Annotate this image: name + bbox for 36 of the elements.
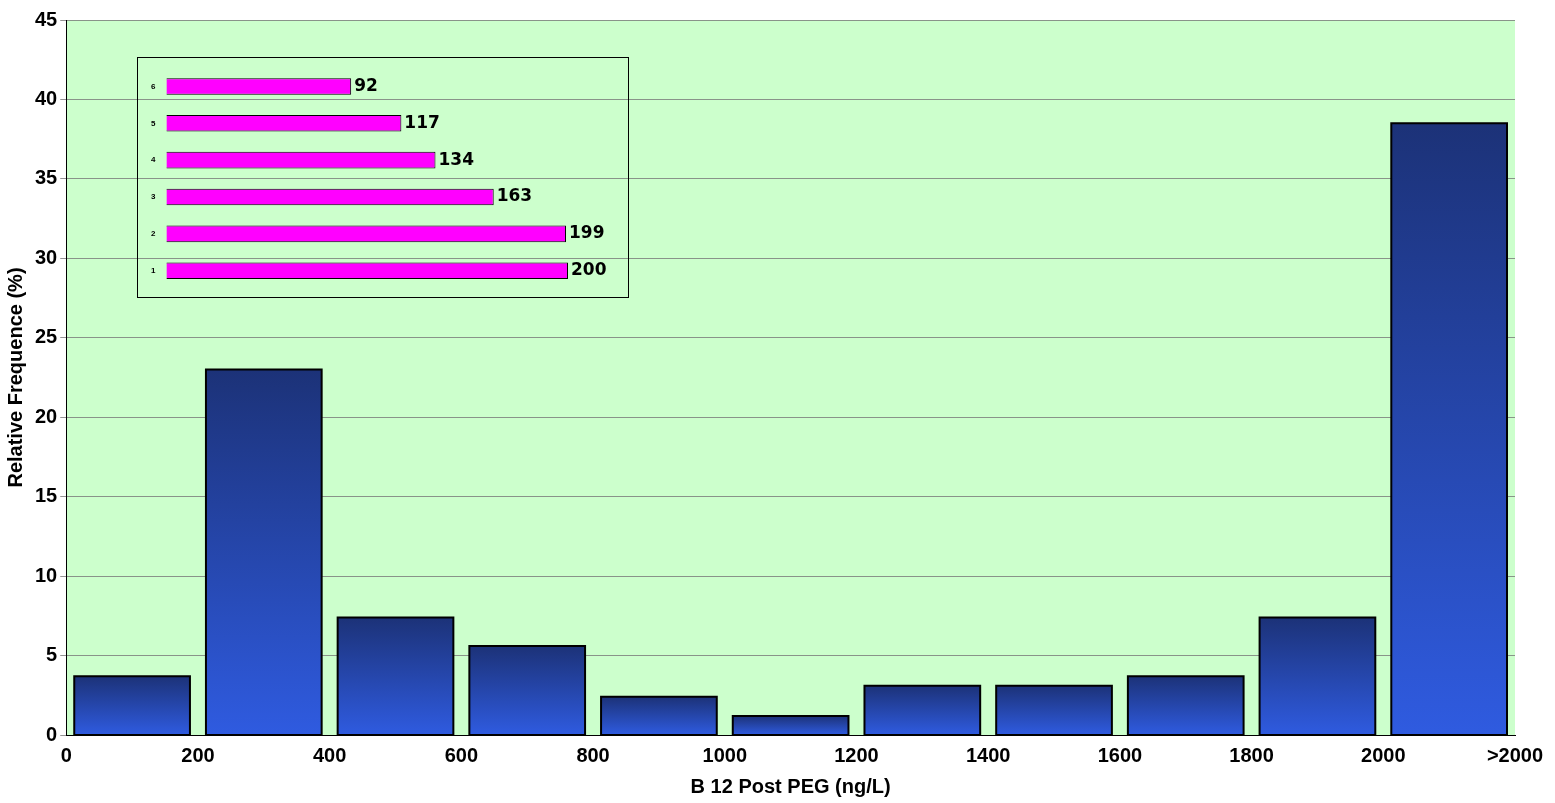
y-tick-label: 45 [35, 7, 58, 30]
x-tick-label: 800 [576, 743, 610, 766]
y-tick-label: 3 [151, 192, 156, 202]
y-tick-label: 6 [151, 81, 156, 91]
y-tick-label: 35 [35, 166, 58, 189]
x-tick-label: 0 [60, 743, 72, 766]
x-tick-label: 1200 [834, 743, 879, 766]
data-label: 200 [571, 259, 607, 280]
x-tick-label: >2000 [1486, 743, 1544, 766]
data-label: 163 [496, 185, 533, 206]
y-tick-label: 5 [46, 643, 58, 666]
y-tick-label: 30 [35, 245, 58, 268]
y-axis-title: Relative Frequence (%) [3, 267, 26, 488]
data-label: 134 [438, 148, 475, 169]
y-tick-label: 1 [151, 265, 156, 275]
y-tick-label: 15 [35, 484, 58, 507]
y-tick-label: 2 [151, 229, 156, 239]
x-tick-label: 1800 [1229, 743, 1274, 766]
x-tick-label: 1600 [1097, 743, 1143, 766]
y-tick-label: 5 [151, 118, 156, 128]
x-tick-label: 1400 [965, 743, 1011, 766]
y-tick-label: 40 [35, 86, 58, 109]
y-tick-label: 25 [35, 325, 58, 348]
data-label: 199 [568, 222, 605, 243]
data-label: 117 [404, 111, 440, 132]
x-tick-label: 2000 [1361, 743, 1406, 766]
x-axis-title: B 12 Post PEG (ng/L) [690, 774, 891, 797]
y-tick-label: 20 [35, 404, 58, 427]
x-tick-label: 400 [312, 743, 347, 766]
x-tick-label: 200 [181, 743, 215, 766]
x-tick-label: 600 [444, 743, 479, 766]
y-tick-label: 0 [46, 722, 58, 745]
y-tick-label: 10 [35, 563, 58, 586]
data-label: 92 [354, 74, 378, 95]
x-tick-label: 1000 [702, 743, 748, 766]
y-tick-label: 4 [151, 155, 156, 165]
